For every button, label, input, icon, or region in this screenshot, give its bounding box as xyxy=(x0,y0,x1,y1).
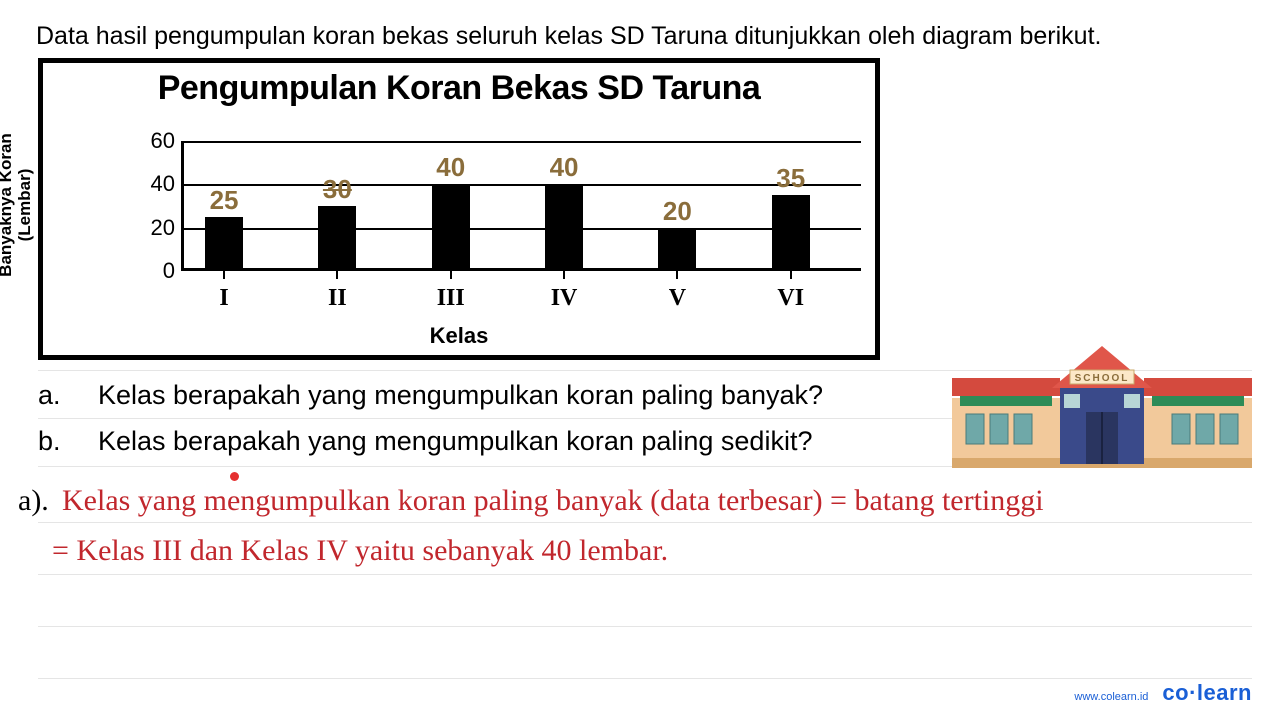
bar xyxy=(432,184,470,271)
x-category-label: VI xyxy=(761,285,821,312)
chart-title: Pengumpulan Koran Bekas SD Taruna xyxy=(43,69,875,108)
bar xyxy=(205,217,243,271)
footer-url: www.colearn.id xyxy=(1074,691,1148,703)
footer-brand: co·learn xyxy=(1162,680,1252,706)
ruled-line xyxy=(38,574,1252,575)
bar xyxy=(318,206,356,271)
x-category-label: I xyxy=(194,285,254,312)
x-category-label: IV xyxy=(534,285,594,312)
svg-text:SCHOOL: SCHOOL xyxy=(1075,373,1130,384)
y-tick-label: 60 xyxy=(135,128,175,154)
x-category-label: V xyxy=(647,285,707,312)
footer: www.colearn.id co·learn xyxy=(1074,680,1252,706)
chart-ylabel: Banyaknya Koran (Lembar) xyxy=(0,115,34,295)
ylabel-line2: (Lembar) xyxy=(15,169,34,242)
x-category-label: II xyxy=(307,285,367,312)
x-axis xyxy=(181,268,861,271)
x-tick xyxy=(336,271,338,279)
bar-value-label: 20 xyxy=(647,196,707,227)
x-tick xyxy=(223,271,225,279)
x-tick xyxy=(790,271,792,279)
y-tick-label: 20 xyxy=(135,215,175,241)
ruled-line xyxy=(38,626,1252,627)
bar-value-label: 40 xyxy=(421,152,481,183)
y-axis xyxy=(181,141,184,271)
answer-line1: Kelas yang mengumpulkan koran paling ban… xyxy=(62,484,1044,518)
y-tick-label: 40 xyxy=(135,171,175,197)
bar-value-label: 25 xyxy=(194,185,254,216)
y-tick-label: 0 xyxy=(135,258,175,284)
bar-value-label: 35 xyxy=(761,163,821,194)
pointer-dot-icon xyxy=(230,472,239,481)
bar xyxy=(772,195,810,271)
bar xyxy=(545,184,583,271)
question-a-marker: a. xyxy=(38,380,61,411)
gridline xyxy=(181,141,861,143)
answer-line2: = Kelas III dan Kelas IV yaitu sebanyak … xyxy=(52,534,668,568)
chart-plot-area: 020406025I30II40III40IV20V35VI xyxy=(181,141,861,271)
x-tick xyxy=(563,271,565,279)
answer-marker: a). xyxy=(18,484,49,518)
chart-frame: Pengumpulan Koran Bekas SD Taruna Banyak… xyxy=(38,58,880,360)
x-tick xyxy=(676,271,678,279)
ylabel-line1: Banyaknya Koran xyxy=(0,133,15,277)
x-category-label: III xyxy=(421,285,481,312)
ruled-line xyxy=(38,522,1252,523)
bar-value-label: 40 xyxy=(534,152,594,183)
intro-text: Data hasil pengumpulan koran bekas selur… xyxy=(36,22,1101,51)
question-a-text: Kelas berapakah yang mengumpulkan koran … xyxy=(98,380,823,411)
chart-xlabel: Kelas xyxy=(43,323,875,349)
ruled-line xyxy=(38,678,1252,679)
question-b-text: Kelas berapakah yang mengumpulkan koran … xyxy=(98,426,812,457)
question-b-marker: b. xyxy=(38,426,61,457)
gridline xyxy=(181,228,861,230)
bar-value-label: 30 xyxy=(307,174,367,205)
gridline xyxy=(181,184,861,186)
school-icon: SCHOOL xyxy=(952,338,1252,468)
x-tick xyxy=(450,271,452,279)
bar xyxy=(658,228,696,271)
